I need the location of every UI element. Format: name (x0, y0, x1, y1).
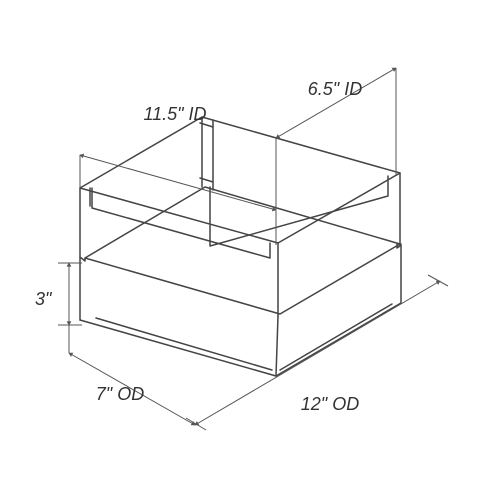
dimension-drawing: 11.5" ID 6.5" ID 3" 7" OD 12" OD (0, 0, 500, 500)
tray-edge (210, 176, 388, 246)
dimension-line (80, 155, 276, 210)
tray-edge (80, 244, 401, 376)
tray-edge (80, 117, 400, 243)
tray-edge (280, 304, 392, 370)
tray-edge (80, 188, 85, 261)
extension-line (428, 275, 448, 286)
dimension-labels: 11.5" ID 6.5" ID 3" 7" OD 12" OD (35, 79, 362, 414)
dimension-label: 12" OD (301, 394, 359, 414)
dimension-label: 3" (35, 289, 53, 309)
tray-outline (80, 117, 401, 376)
tray-edge (96, 318, 272, 370)
dimension-label: 6.5" ID (308, 79, 362, 99)
tray-edge (276, 316, 278, 376)
dimension-label: 11.5" ID (143, 104, 206, 124)
tray-edge (397, 173, 400, 248)
dimension-lines (58, 68, 448, 430)
dimension-label: 7" OD (96, 384, 144, 404)
